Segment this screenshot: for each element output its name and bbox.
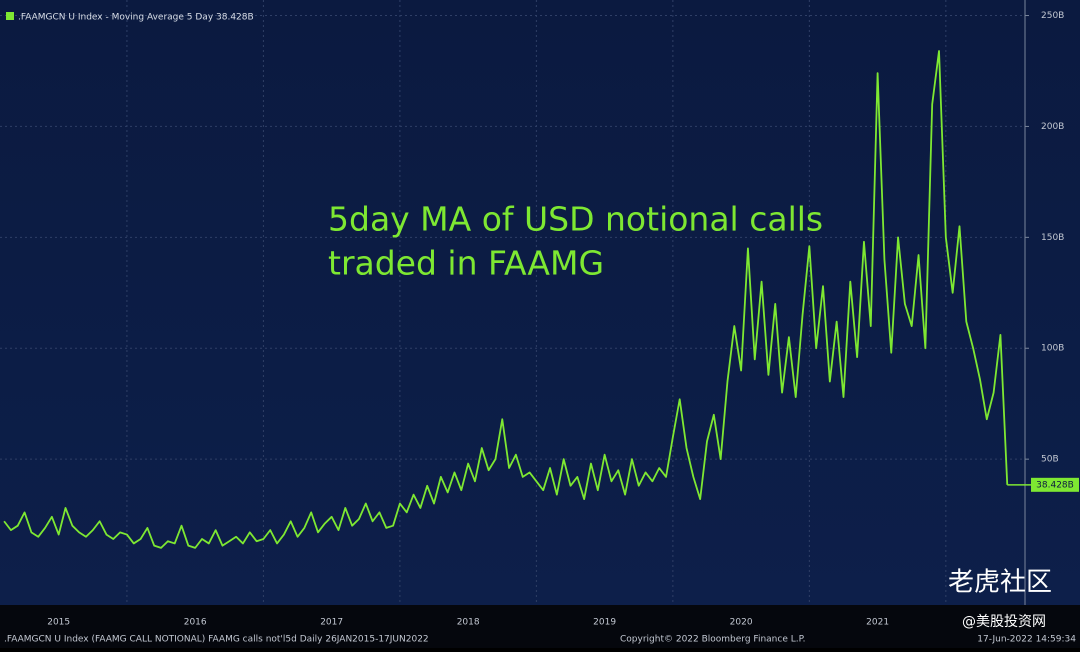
last-value-box bbox=[1031, 477, 1079, 492]
footer-text: .FAAMGCN U Index (FAAMG CALL NOTIONAL) F… bbox=[4, 635, 429, 645]
x-tick-label: 2018 bbox=[457, 618, 480, 628]
y-tick-label: 200B bbox=[1041, 122, 1064, 132]
footer-text: 17-Jun-2022 14:59:34 bbox=[977, 635, 1076, 645]
x-tick-label: 2021 bbox=[866, 618, 889, 628]
x-tick-label: 2015 bbox=[47, 618, 70, 628]
x-tick-label: 2017 bbox=[320, 618, 343, 628]
y-tick-label: 250B bbox=[1041, 11, 1064, 21]
watermark: 老虎社区 bbox=[948, 568, 1052, 598]
annotation: 5day MA of USD notional calls bbox=[328, 200, 823, 239]
footer-text: Copyright© 2022 Bloomberg Finance L.P. bbox=[620, 635, 805, 645]
plot-background bbox=[0, 0, 1080, 605]
footer-background bbox=[0, 605, 1080, 648]
x-tick-label: 2019 bbox=[593, 618, 616, 628]
last-value-label: 38.428B bbox=[1036, 480, 1074, 490]
x-tick-label: 2016 bbox=[184, 618, 207, 628]
y-tick-label: 150B bbox=[1041, 233, 1064, 243]
legend-swatch bbox=[6, 12, 14, 20]
legend-text: .FAAMGCN U Index - Moving Average 5 Day … bbox=[18, 13, 254, 23]
y-tick-label: 100B bbox=[1041, 344, 1064, 354]
series-line bbox=[3, 50, 1009, 549]
watermark: @美股投资网 bbox=[962, 614, 1046, 630]
annotation: traded in FAAMG bbox=[328, 244, 604, 283]
x-tick-label: 2020 bbox=[730, 618, 753, 628]
y-tick-label: 50B bbox=[1041, 455, 1059, 465]
